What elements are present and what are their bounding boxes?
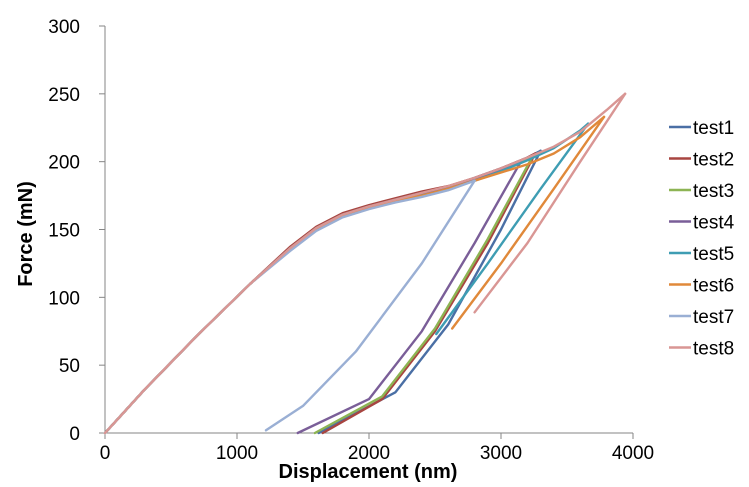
- legend-item-test6: test6: [669, 276, 734, 297]
- series-line-test7-unloading: [264, 179, 476, 432]
- y-tick-label: 50: [59, 356, 80, 377]
- legend-item-test2: test2: [669, 150, 734, 171]
- x-ticks: 0 1000 2000 3000 4000: [100, 433, 654, 464]
- y-ticks: 0 50 100 150 200 250 300: [48, 17, 105, 445]
- y-tick-label: 0: [69, 424, 80, 445]
- series-layer: [103, 92, 627, 435]
- legend-label: test4: [693, 213, 735, 234]
- x-axis-title: Displacement (nm): [279, 461, 458, 483]
- legend-label: test1: [693, 118, 734, 139]
- y-tick-label: 100: [48, 288, 80, 309]
- x-tick-label: 0: [100, 443, 111, 464]
- legend-item-test1: test1: [669, 118, 734, 139]
- legend-item-test3: test3: [669, 181, 734, 202]
- legend-label: test2: [693, 150, 734, 171]
- series-line-test3-loading: [103, 155, 534, 435]
- x-tick-label: 4000: [612, 443, 654, 464]
- series-line-test2-loading: [103, 152, 537, 435]
- series-line-test4-loading: [103, 160, 522, 435]
- legend-label: test3: [693, 181, 734, 202]
- legend-item-test8: test8: [669, 339, 734, 360]
- legend-item-test5: test5: [669, 244, 734, 265]
- series-line-test3-unloading: [313, 155, 534, 435]
- series-line-test2-unloading: [321, 152, 537, 435]
- x-tick-label: 1000: [216, 443, 258, 464]
- x-tick-label: 2000: [348, 443, 390, 464]
- series-line-test8-unloading: [473, 92, 627, 314]
- series-line-test6-unloading: [451, 115, 606, 330]
- y-axis-title: Force (mN): [15, 181, 37, 287]
- legend-item-test4: test4: [669, 213, 735, 234]
- series-line-test1-loading: [103, 149, 542, 435]
- legend-item-test7: test7: [669, 307, 734, 328]
- series-line-test5-unloading: [435, 122, 590, 336]
- legend-label: test7: [693, 307, 734, 328]
- series-line-test4-unloading: [296, 160, 522, 435]
- y-tick-label: 300: [48, 17, 80, 38]
- legend-label: test6: [693, 276, 734, 297]
- y-tick-label: 200: [48, 153, 80, 174]
- y-tick-label: 150: [48, 221, 80, 242]
- legend: test1 test2 test3 test4 test5 test6 test7 test8: [669, 118, 735, 360]
- legend-label: test8: [693, 339, 734, 360]
- series-line-test8-loading: [103, 92, 627, 435]
- x-tick-label: 3000: [480, 443, 522, 464]
- legend-label: test5: [693, 244, 734, 265]
- series-line-test7-loading: [103, 179, 476, 435]
- y-tick-label: 250: [48, 85, 80, 106]
- series-line-test6-loading: [103, 115, 606, 435]
